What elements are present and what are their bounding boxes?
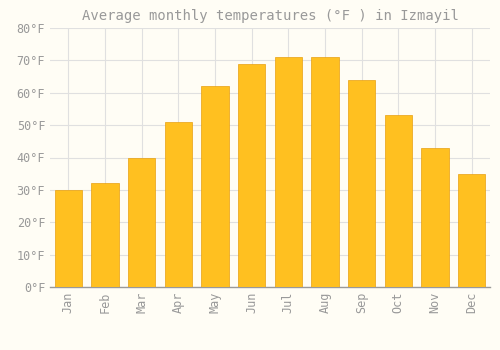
Bar — [54, 190, 82, 287]
Bar — [128, 158, 156, 287]
Bar — [458, 174, 485, 287]
Bar — [274, 57, 302, 287]
Bar — [238, 64, 266, 287]
Bar — [311, 57, 339, 287]
Bar — [421, 148, 448, 287]
Bar — [384, 116, 412, 287]
Bar — [348, 80, 376, 287]
Bar — [91, 183, 119, 287]
Title: Average monthly temperatures (°F ) in Izmayil: Average monthly temperatures (°F ) in Iz… — [82, 9, 458, 23]
Bar — [201, 86, 229, 287]
Bar — [164, 122, 192, 287]
